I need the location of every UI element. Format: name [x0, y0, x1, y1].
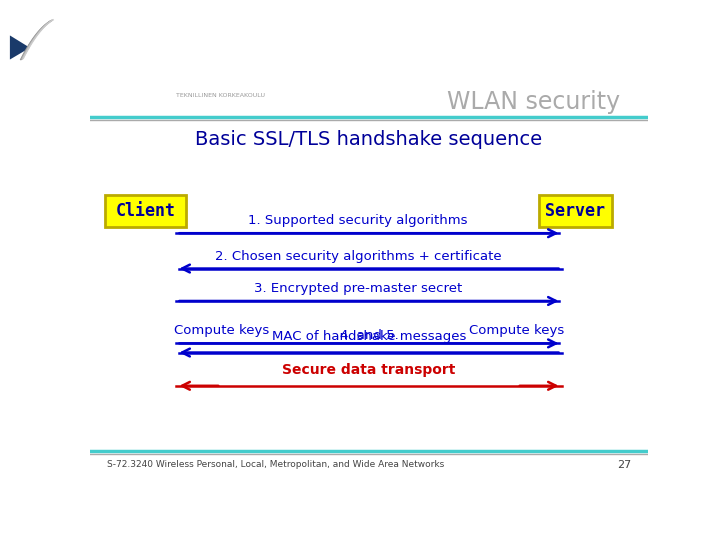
Text: S-72.3240 Wireless Personal, Local, Metropolitan, and Wide Area Networks: S-72.3240 Wireless Personal, Local, Metr…	[107, 460, 444, 469]
FancyBboxPatch shape	[539, 195, 612, 227]
Text: 2. Chosen security algorithms + certificate: 2. Chosen security algorithms + certific…	[215, 249, 501, 263]
Text: MAC of handshake messages: MAC of handshake messages	[272, 330, 466, 343]
Text: Compute keys: Compute keys	[174, 323, 269, 336]
Text: TEKNILLINEN KORKEAKOULU: TEKNILLINEN KORKEAKOULU	[176, 93, 266, 98]
FancyBboxPatch shape	[105, 195, 186, 227]
Text: 3. Encrypted pre-master secret: 3. Encrypted pre-master secret	[253, 282, 462, 295]
Text: 4. and 5.: 4. and 5.	[340, 329, 398, 342]
Text: 1. Supported security algorithms: 1. Supported security algorithms	[248, 214, 467, 227]
Text: Server: Server	[546, 202, 606, 220]
Text: Client: Client	[116, 202, 176, 220]
Text: Secure data transport: Secure data transport	[282, 363, 456, 377]
Text: 27: 27	[617, 460, 631, 470]
Text: Compute keys: Compute keys	[469, 323, 564, 336]
Text: WLAN security: WLAN security	[447, 90, 620, 114]
Text: Basic SSL/TLS handshake sequence: Basic SSL/TLS handshake sequence	[195, 130, 543, 149]
Polygon shape	[10, 36, 30, 59]
